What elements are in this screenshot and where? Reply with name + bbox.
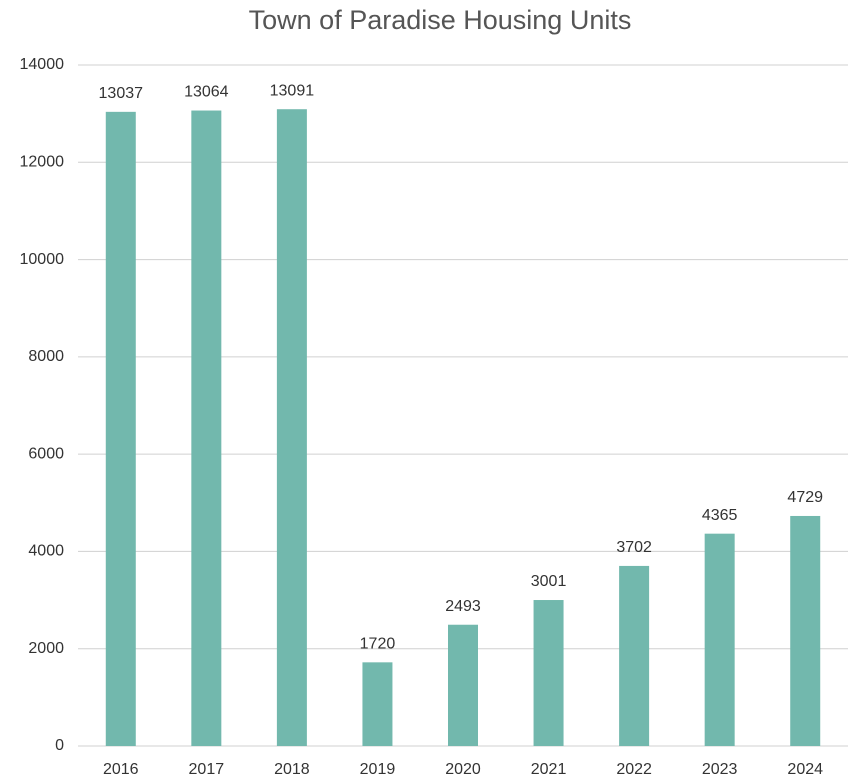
bar	[619, 565, 650, 746]
bar	[704, 533, 735, 746]
y-tick-label: 0	[55, 737, 64, 754]
bar	[533, 600, 564, 746]
data-label: 13091	[270, 82, 315, 99]
y-tick-label: 4000	[28, 543, 64, 560]
data-label: 3001	[531, 573, 567, 590]
x-tick-label: 2023	[702, 761, 738, 778]
y-tick-label: 14000	[20, 56, 65, 73]
chart-title: Town of Paradise Housing Units	[249, 5, 632, 35]
bar	[790, 515, 821, 746]
data-label: 1720	[360, 636, 396, 653]
data-label: 3702	[616, 539, 652, 556]
data-label: 2493	[445, 598, 481, 615]
x-tick-label: 2022	[616, 761, 652, 778]
x-tick-label: 2016	[103, 761, 139, 778]
data-label: 13064	[184, 84, 229, 101]
data-label: 4365	[702, 507, 738, 524]
y-tick-label: 12000	[20, 154, 65, 171]
bar	[448, 624, 478, 746]
bar	[362, 662, 393, 746]
data-label: 4729	[787, 489, 823, 506]
data-label: 13037	[99, 85, 144, 102]
y-tick-label: 2000	[28, 640, 64, 657]
bar	[276, 109, 307, 746]
x-tick-label: 2020	[445, 761, 481, 778]
x-tick-label: 2017	[189, 761, 225, 778]
bar	[105, 111, 136, 746]
bar	[191, 110, 222, 746]
x-tick-label: 2019	[360, 761, 396, 778]
x-tick-label: 2021	[531, 761, 567, 778]
y-tick-label: 8000	[28, 348, 64, 365]
x-tick-label: 2018	[274, 761, 310, 778]
y-tick-label: 10000	[20, 251, 65, 268]
y-tick-label: 6000	[28, 445, 64, 462]
x-tick-label: 2024	[787, 761, 823, 778]
